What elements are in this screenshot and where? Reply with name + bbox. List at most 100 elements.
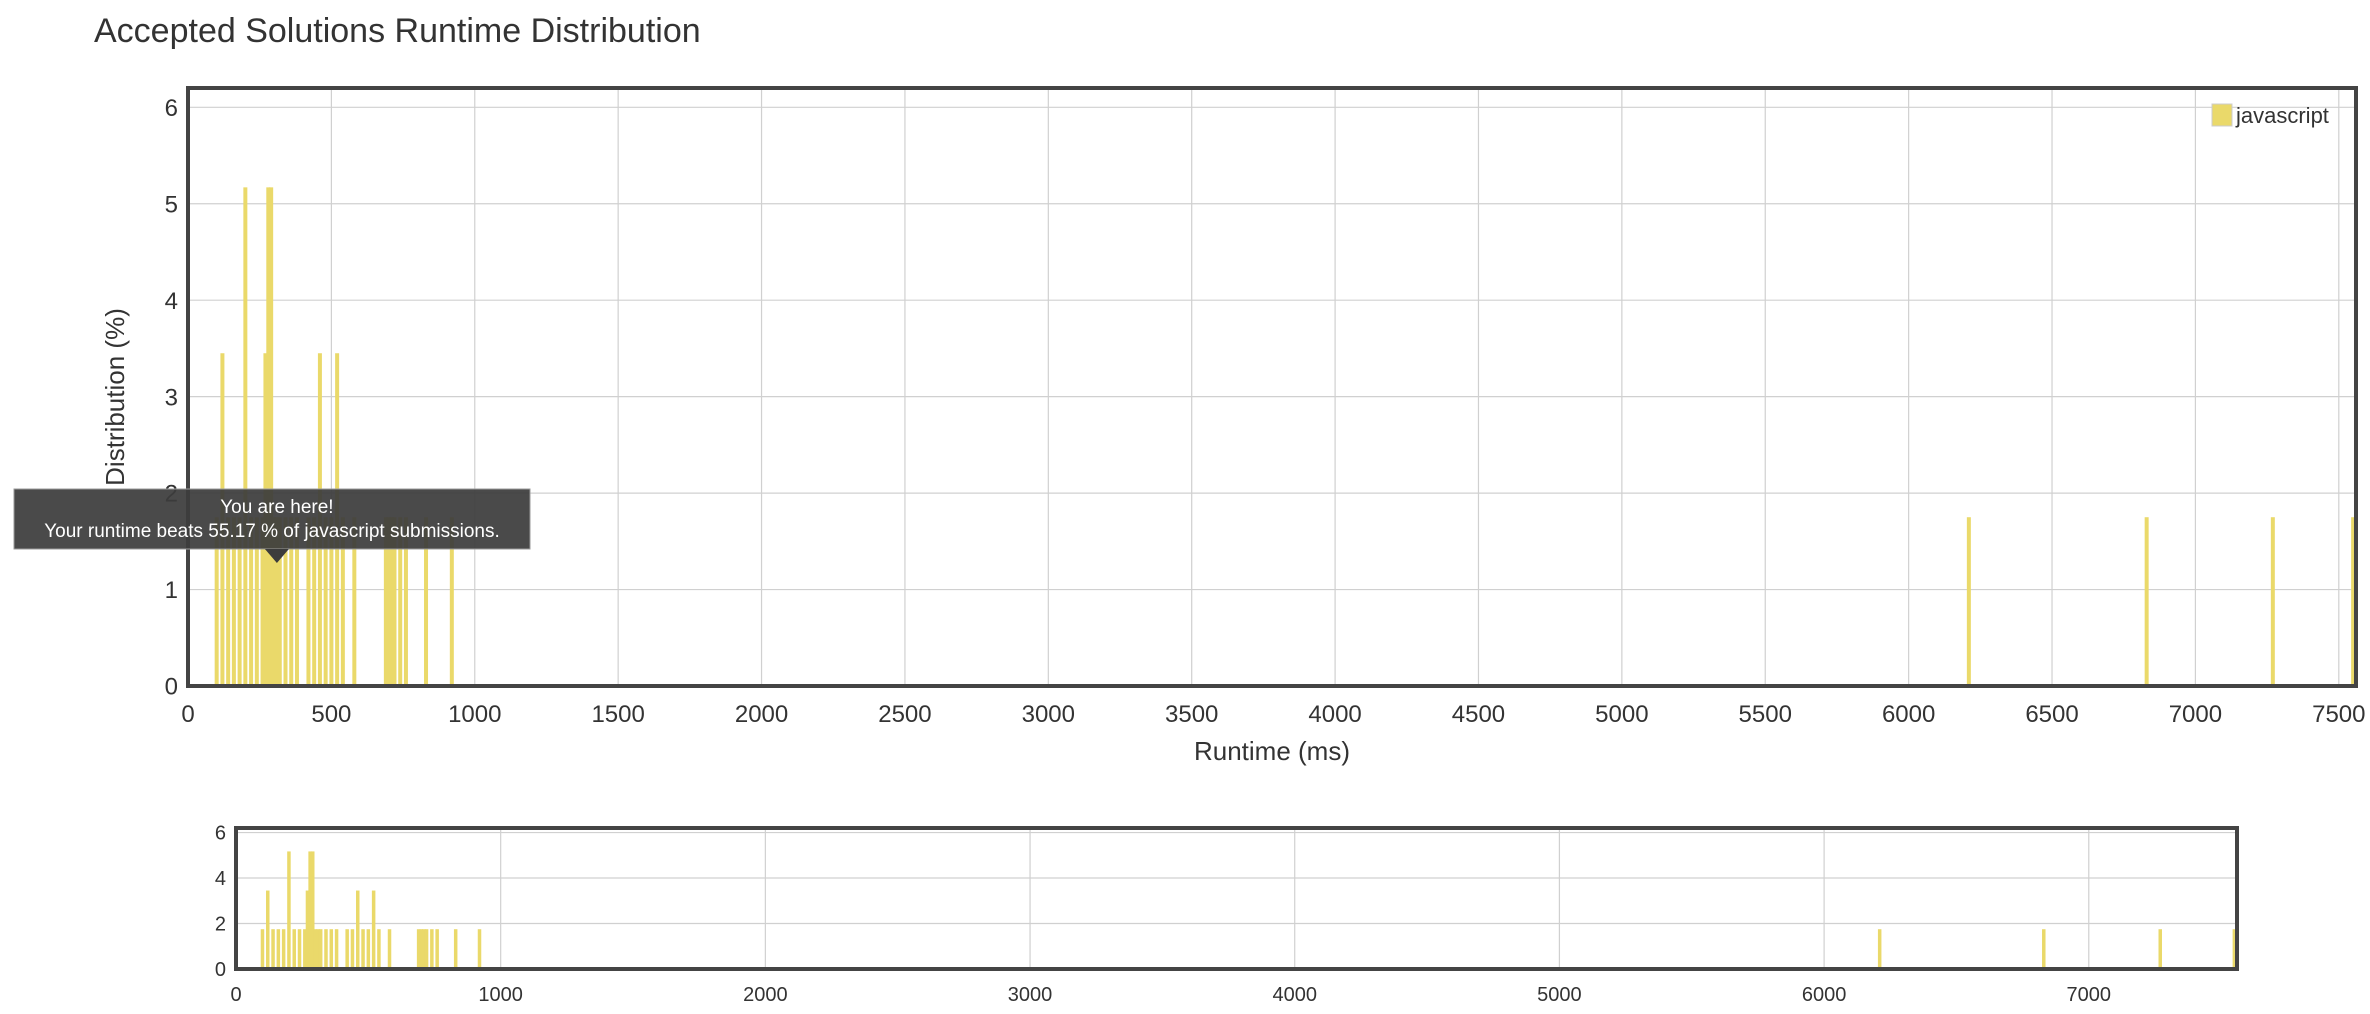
main-chart-grid (187, 88, 2356, 687)
bar[interactable] (274, 517, 279, 686)
bar[interactable] (308, 851, 312, 969)
bar[interactable] (416, 929, 421, 969)
bar[interactable] (449, 517, 454, 686)
bar[interactable] (2144, 517, 2149, 686)
bar[interactable] (306, 517, 311, 686)
bar[interactable] (424, 517, 429, 686)
bar[interactable] (237, 517, 242, 686)
bar[interactable] (383, 517, 388, 686)
bar[interactable] (281, 929, 286, 969)
bar[interactable] (1877, 929, 1882, 969)
bar[interactable] (231, 517, 236, 686)
x-tick-label: 5500 (1739, 701, 1792, 728)
bar[interactable] (419, 929, 424, 969)
x-tick-label: 7000 (2169, 701, 2222, 728)
bar[interactable] (477, 929, 482, 969)
y-tick-label: 6 (215, 823, 226, 845)
bar[interactable] (312, 517, 317, 686)
bar[interactable] (266, 890, 270, 969)
bar[interactable] (430, 929, 434, 969)
bar[interactable] (329, 517, 334, 686)
main-y-axis-ticks: 0123456 (165, 95, 178, 701)
bar[interactable] (311, 851, 315, 969)
tooltip-box (13, 488, 531, 550)
bar[interactable] (389, 517, 394, 686)
bar[interactable] (387, 929, 392, 969)
bar[interactable] (303, 929, 307, 969)
bar[interactable] (254, 517, 259, 686)
bar[interactable] (272, 517, 277, 686)
bar[interactable] (366, 929, 371, 969)
bar[interactable] (313, 929, 318, 969)
bar[interactable] (318, 929, 323, 969)
bar[interactable] (260, 517, 265, 686)
bar[interactable] (2351, 517, 2356, 686)
navigator-bars[interactable] (260, 851, 2237, 969)
bar[interactable] (2270, 517, 2275, 686)
legend-swatch-javascript[interactable] (2211, 103, 2233, 127)
navigator-x-axis-ticks: 0 1000 2000 3000 4000 5000 6000 7000 (230, 984, 2111, 1006)
bar[interactable] (2042, 929, 2046, 969)
bar[interactable] (271, 929, 275, 969)
bar[interactable] (277, 517, 282, 686)
x-tick-label: 4000 (1308, 701, 1361, 728)
bar[interactable] (398, 517, 403, 686)
bar[interactable] (392, 517, 397, 686)
bar[interactable] (289, 517, 294, 686)
y-tick-label: 0 (215, 959, 226, 981)
bar[interactable] (305, 890, 310, 969)
bar[interactable] (266, 187, 271, 686)
bar[interactable] (329, 929, 334, 969)
bar[interactable] (316, 929, 320, 969)
bar[interactable] (269, 187, 274, 686)
main-chart-bars[interactable] (214, 187, 2356, 686)
page-title: Accepted Solutions Runtime Distribution (94, 12, 701, 50)
bar[interactable] (2232, 929, 2237, 969)
bar[interactable] (214, 517, 219, 686)
bar[interactable] (340, 517, 345, 686)
bar[interactable] (260, 929, 265, 969)
navigator-frame[interactable] (234, 826, 2239, 971)
bar[interactable] (324, 929, 328, 969)
bar[interactable] (276, 929, 281, 969)
bar[interactable] (345, 929, 349, 969)
x-tick-label: 0 (181, 701, 194, 728)
bar[interactable] (453, 929, 458, 969)
chart-legend[interactable]: javascript (2211, 103, 2329, 128)
x-tick-label: 3000 (1022, 701, 1075, 728)
bar[interactable] (287, 851, 291, 969)
bar[interactable] (403, 517, 408, 686)
bar[interactable] (386, 517, 391, 686)
bar[interactable] (283, 517, 288, 686)
x-tick-label: 4000 (1272, 984, 1317, 1006)
bar[interactable] (356, 890, 360, 969)
bar[interactable] (292, 929, 296, 969)
x-tick-label: 2500 (878, 701, 931, 728)
bar[interactable] (1966, 517, 1971, 686)
bar[interactable] (249, 517, 254, 686)
bar[interactable] (297, 929, 302, 969)
bar[interactable] (294, 517, 299, 686)
bar[interactable] (2158, 929, 2162, 969)
bar[interactable] (226, 517, 231, 686)
bar[interactable] (422, 929, 426, 969)
y-tick-label: 3 (165, 384, 178, 411)
bar[interactable] (371, 890, 376, 969)
x-tick-label: 6500 (2025, 701, 2078, 728)
bar[interactable] (334, 929, 339, 969)
legend-label-javascript[interactable]: javascript (2235, 103, 2329, 128)
x-tick-label: 6000 (1882, 701, 1935, 728)
bar[interactable] (352, 517, 357, 686)
bar[interactable] (243, 187, 248, 686)
navigator-grid (235, 828, 2237, 970)
x-tick-label: 5000 (1595, 701, 1648, 728)
bar[interactable] (361, 929, 365, 969)
x-tick-label: 6000 (1802, 984, 1847, 1006)
bar[interactable] (377, 929, 381, 969)
x-tick-label: 7000 (2067, 984, 2112, 1006)
bar[interactable] (350, 929, 355, 969)
bar[interactable] (424, 929, 429, 969)
bar[interactable] (323, 517, 328, 686)
main-x-axis-ticks: 0 500 1000 1500 2000 2500 3000 3500 4000 4500 5000… (181, 701, 2365, 728)
bar[interactable] (435, 929, 439, 969)
